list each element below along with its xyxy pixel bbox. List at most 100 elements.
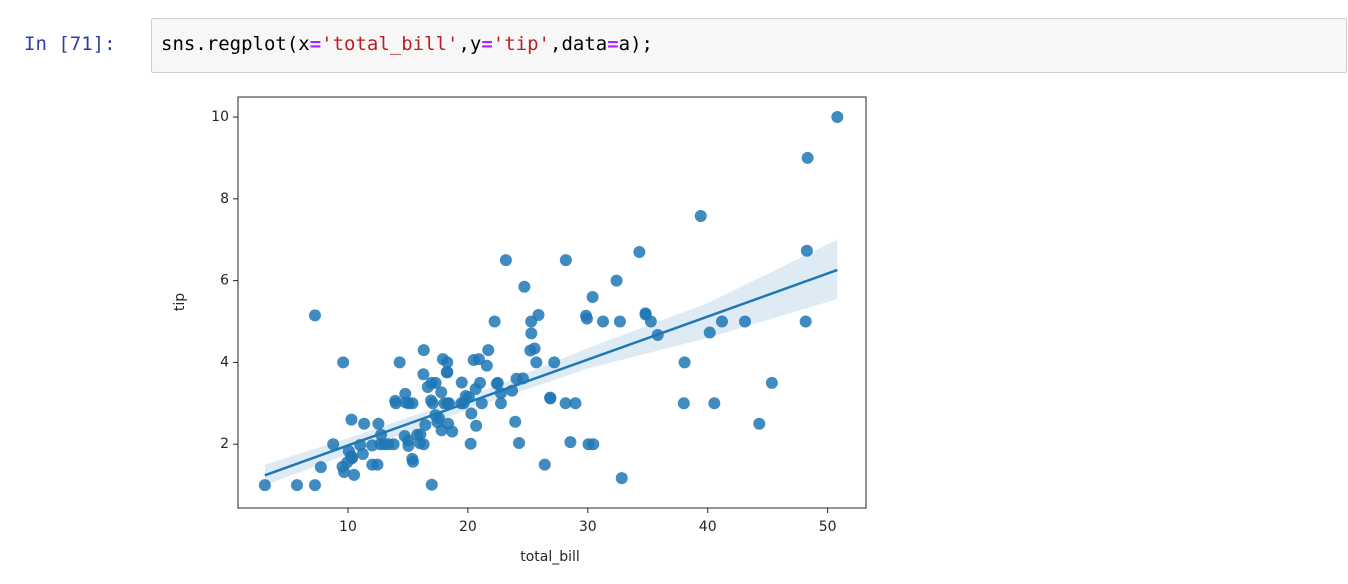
- point: [387, 438, 400, 451]
- point: [358, 417, 371, 430]
- point: [366, 439, 379, 452]
- point: [518, 280, 531, 293]
- point: [342, 445, 355, 458]
- point: [426, 397, 439, 410]
- x-axis-label: total_bill: [520, 549, 580, 565]
- point: [586, 290, 599, 303]
- point: [438, 397, 451, 410]
- code-token: ,data: [550, 33, 608, 55]
- point: [694, 210, 707, 223]
- point: [467, 353, 480, 366]
- x-tick-label: 40: [699, 519, 717, 535]
- point: [569, 397, 582, 410]
- point: [532, 308, 545, 321]
- point: [633, 245, 646, 258]
- point: [337, 356, 350, 369]
- point: [435, 386, 448, 399]
- point: [480, 359, 493, 372]
- x-tick-label: 20: [459, 519, 477, 535]
- point: [327, 438, 340, 451]
- point: [677, 397, 690, 410]
- point: [800, 244, 813, 257]
- point: [513, 436, 526, 449]
- code-token: 'total_bill': [321, 33, 459, 55]
- point: [338, 466, 351, 479]
- point: [417, 368, 430, 381]
- point: [419, 418, 432, 431]
- point: [414, 428, 427, 441]
- plot-frame: [237, 96, 867, 509]
- point: [348, 468, 361, 481]
- point: [440, 366, 453, 379]
- point: [544, 391, 557, 404]
- point: [469, 382, 482, 395]
- point: [417, 344, 430, 357]
- point: [525, 327, 538, 340]
- y-axis-label: tip: [172, 293, 188, 311]
- point: [413, 436, 426, 449]
- code-token: 'tip': [492, 33, 550, 55]
- x-tick-label: 10: [339, 519, 357, 535]
- point: [597, 315, 610, 328]
- point: [739, 315, 752, 328]
- point: [345, 413, 358, 426]
- point: [510, 372, 523, 385]
- point: [308, 309, 321, 322]
- point: [615, 472, 628, 485]
- point: [425, 478, 438, 491]
- point: [579, 309, 592, 322]
- point: [715, 315, 728, 328]
- point: [538, 458, 551, 471]
- point: [490, 377, 503, 390]
- point: [765, 376, 778, 389]
- point: [389, 397, 402, 410]
- point: [678, 356, 691, 369]
- point: [308, 479, 321, 492]
- point: [548, 356, 561, 369]
- y-tick-label: 8: [220, 191, 229, 207]
- point: [393, 356, 406, 369]
- point: [398, 430, 411, 443]
- code-token: sns.regplot(x: [161, 33, 310, 55]
- point: [475, 397, 488, 410]
- point: [455, 376, 468, 389]
- point: [831, 111, 844, 124]
- point: [290, 479, 303, 492]
- point: [708, 397, 721, 410]
- code-token: a);: [618, 33, 653, 55]
- point: [314, 461, 327, 474]
- point: [799, 315, 812, 328]
- point: [429, 376, 442, 389]
- x-tick-label: 50: [819, 519, 837, 535]
- point: [446, 425, 459, 438]
- code[interactable]: sns.regplot(x='total_bill',y='tip',data=…: [161, 33, 653, 55]
- code-cell[interactable]: sns.regplot(x='total_bill',y='tip',data=…: [151, 18, 1347, 73]
- input-prompt: In [71]:: [24, 33, 116, 55]
- point: [441, 356, 454, 369]
- y-tick-label: 10: [211, 109, 229, 125]
- point: [488, 315, 501, 328]
- point: [524, 344, 537, 357]
- code-token: =: [309, 33, 322, 55]
- point: [582, 438, 595, 451]
- point: [378, 438, 391, 451]
- point: [258, 479, 271, 492]
- y-tick-label: 4: [220, 354, 229, 370]
- point: [371, 458, 384, 471]
- point: [482, 344, 495, 357]
- point: [753, 417, 766, 430]
- regression-line: [264, 268, 838, 477]
- point: [564, 436, 577, 449]
- point: [801, 151, 814, 164]
- point: [372, 417, 385, 430]
- point: [559, 397, 572, 410]
- point: [356, 448, 369, 461]
- point: [464, 437, 477, 450]
- point: [406, 397, 419, 410]
- code-token: =: [481, 33, 493, 55]
- point: [470, 419, 483, 432]
- point: [509, 415, 522, 428]
- point: [703, 326, 716, 339]
